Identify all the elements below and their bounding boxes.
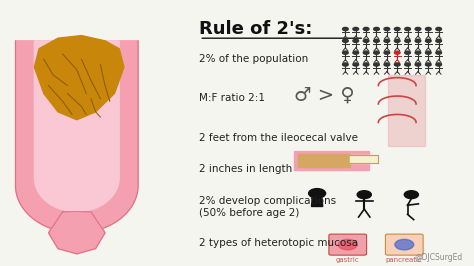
Circle shape	[415, 39, 421, 42]
Circle shape	[384, 63, 390, 66]
Circle shape	[353, 27, 358, 31]
Circle shape	[343, 63, 348, 66]
Circle shape	[426, 27, 431, 31]
Circle shape	[436, 51, 441, 54]
Circle shape	[343, 39, 348, 42]
Polygon shape	[48, 212, 105, 254]
Circle shape	[405, 39, 410, 42]
Circle shape	[405, 51, 410, 54]
Circle shape	[363, 51, 369, 54]
Polygon shape	[16, 41, 138, 233]
Circle shape	[394, 39, 400, 42]
Circle shape	[374, 51, 379, 54]
FancyBboxPatch shape	[385, 234, 423, 255]
Circle shape	[405, 63, 410, 66]
Polygon shape	[293, 151, 369, 170]
Circle shape	[309, 189, 326, 198]
Polygon shape	[350, 155, 378, 163]
Circle shape	[436, 63, 441, 66]
Circle shape	[363, 39, 369, 42]
Circle shape	[343, 27, 348, 31]
Circle shape	[374, 39, 379, 42]
Circle shape	[357, 191, 371, 199]
Text: M:F ratio 2:1: M:F ratio 2:1	[199, 93, 265, 103]
Text: gastric: gastric	[336, 257, 360, 263]
Circle shape	[394, 51, 400, 54]
Circle shape	[353, 63, 358, 66]
Circle shape	[338, 239, 357, 250]
Circle shape	[343, 51, 348, 54]
Circle shape	[436, 39, 441, 42]
Circle shape	[394, 27, 400, 31]
Circle shape	[415, 27, 421, 31]
Circle shape	[394, 63, 400, 66]
Circle shape	[426, 63, 431, 66]
Polygon shape	[388, 75, 426, 146]
Circle shape	[374, 27, 379, 31]
Text: Rule of 2's:: Rule of 2's:	[199, 20, 313, 38]
Circle shape	[404, 191, 419, 199]
Circle shape	[384, 51, 390, 54]
Polygon shape	[311, 198, 323, 206]
Circle shape	[384, 27, 390, 31]
FancyBboxPatch shape	[329, 234, 366, 255]
Circle shape	[374, 63, 379, 66]
Circle shape	[353, 51, 358, 54]
Circle shape	[426, 51, 431, 54]
Text: ♂ > ♀: ♂ > ♀	[293, 86, 354, 105]
Text: 2 feet from the ileocecal valve: 2 feet from the ileocecal valve	[199, 133, 358, 143]
Circle shape	[363, 27, 369, 31]
Text: 2% of the population: 2% of the population	[199, 54, 309, 64]
Text: 2 types of heterotopic mucosa: 2 types of heterotopic mucosa	[199, 238, 358, 248]
Text: pancreatic: pancreatic	[386, 257, 423, 263]
Text: 2% develop complications
(50% before age 2): 2% develop complications (50% before age…	[199, 196, 337, 218]
Polygon shape	[298, 154, 350, 167]
Text: 2 inches in length: 2 inches in length	[199, 164, 292, 174]
Circle shape	[395, 239, 414, 250]
Circle shape	[415, 51, 421, 54]
Circle shape	[426, 39, 431, 42]
Circle shape	[415, 63, 421, 66]
Circle shape	[405, 27, 410, 31]
Polygon shape	[35, 41, 119, 212]
Circle shape	[363, 63, 369, 66]
Circle shape	[436, 27, 441, 31]
Polygon shape	[35, 36, 124, 120]
Circle shape	[384, 39, 390, 42]
Text: @DJCSurgEd: @DJCSurgEd	[415, 253, 463, 262]
Circle shape	[353, 39, 358, 42]
